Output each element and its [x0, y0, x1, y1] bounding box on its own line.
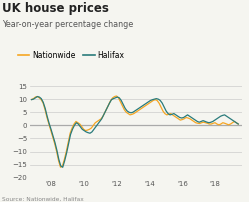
- Text: UK house prices: UK house prices: [2, 2, 109, 15]
- Text: Source: Nationwide, Halifax: Source: Nationwide, Halifax: [2, 197, 84, 202]
- Legend: Nationwide, Halifax: Nationwide, Halifax: [15, 48, 128, 63]
- Text: Year-on-year percentage change: Year-on-year percentage change: [2, 20, 134, 29]
